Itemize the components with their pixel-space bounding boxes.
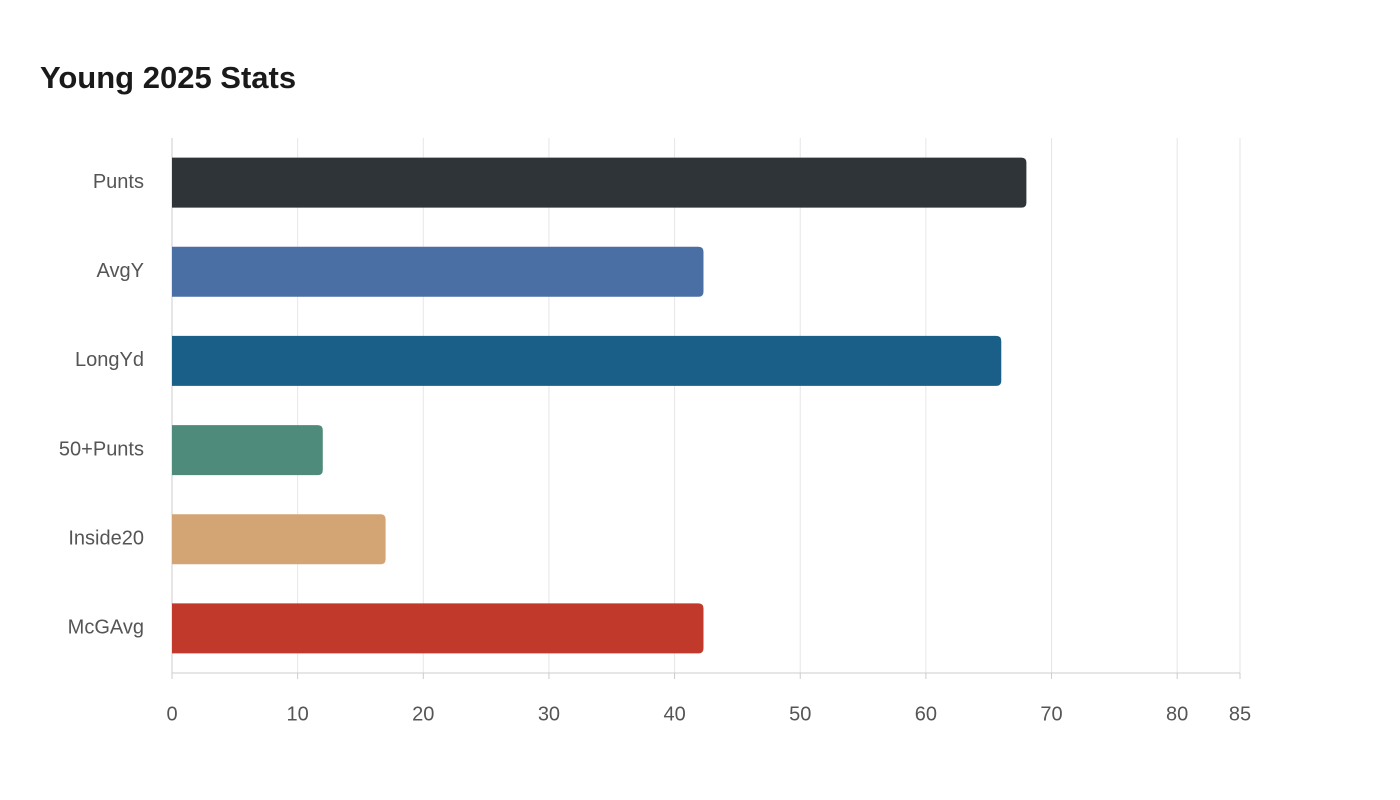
chart-title: Young 2025 Stats: [40, 60, 296, 95]
bar: [172, 425, 323, 476]
y-tick-label: Punts: [93, 171, 144, 193]
bar: [172, 157, 1027, 208]
x-tick-label: 70: [1040, 703, 1062, 725]
y-tick-label: McGAvg: [68, 617, 144, 639]
bar: [172, 514, 386, 565]
x-tick-label: 85: [1229, 703, 1251, 725]
y-tick-label: AvgY: [97, 260, 144, 282]
x-tick-label: 80: [1166, 703, 1188, 725]
y-tick-label: Inside20: [68, 528, 144, 550]
x-tick-label: 10: [287, 703, 309, 725]
y-tick-label: 50+Punts: [59, 438, 144, 460]
y-tick-label: LongYd: [75, 349, 144, 371]
x-tick-label: 30: [538, 703, 560, 725]
bar: [172, 246, 704, 297]
x-tick-label: 20: [412, 703, 434, 725]
x-tick-label: 50: [789, 703, 811, 725]
x-tick-label: 0: [166, 703, 177, 725]
bar: [172, 603, 704, 654]
bar: [172, 335, 1002, 386]
x-tick-label: 60: [915, 703, 937, 725]
x-tick-label: 40: [663, 703, 685, 725]
